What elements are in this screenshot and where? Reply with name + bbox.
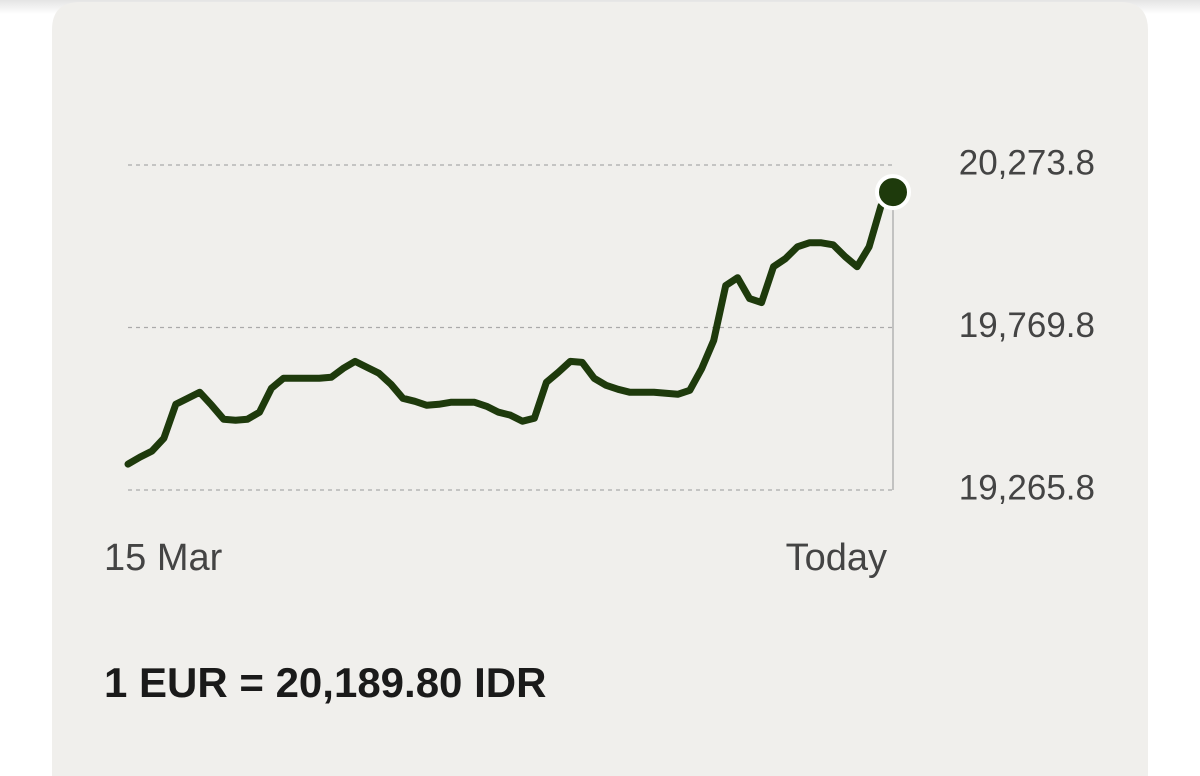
series-line — [124, 188, 897, 468]
x-tick-label: Today — [786, 537, 887, 579]
x-tick-label: 15 Mar — [104, 537, 223, 579]
y-tick-label: 19,769.8 — [959, 306, 1095, 345]
card — [52, 2, 1148, 776]
y-tick-label: 20,273.8 — [959, 143, 1095, 182]
chart: 19,265.8 19,769.8 20,273.8 15 Mar Today — [104, 143, 1095, 579]
current-point — [875, 174, 911, 211]
rate-label: 1 EUR = 20,189.80 IDR — [104, 659, 546, 706]
y-tick-label: 19,265.8 — [959, 468, 1095, 507]
